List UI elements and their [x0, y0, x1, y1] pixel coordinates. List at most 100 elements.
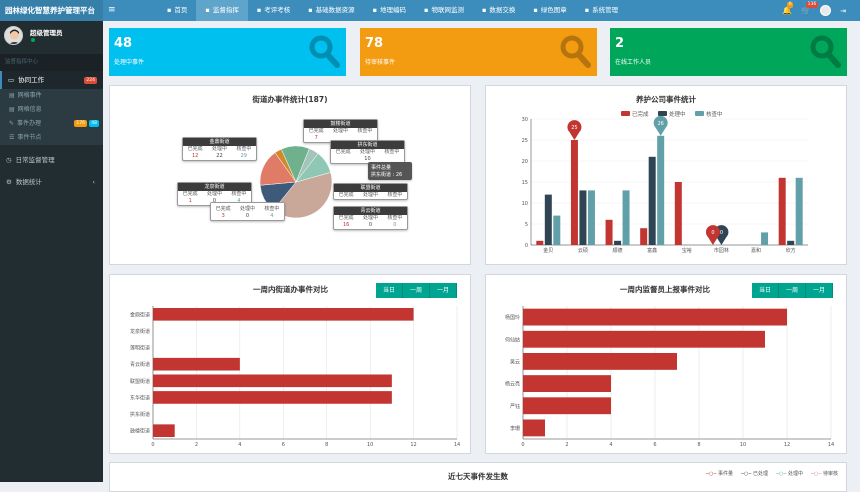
month-button[interactable]: 一月: [806, 283, 834, 298]
legend-item[interactable]: ─○─ 待审核: [811, 471, 838, 477]
bell-icon[interactable]: 🔔 6: [782, 2, 794, 15]
sidebar-item-daily-supervision[interactable]: ◷ 日常监督管理: [0, 151, 103, 169]
legend-item[interactable]: ─○─ 事件量: [706, 471, 733, 477]
tooltip-value: 3: [221, 213, 225, 219]
nav-item-5[interactable]: ▪ 物联网监测: [415, 0, 473, 21]
tooltip-cols: 已完成 处理中 核查中: [211, 206, 284, 213]
bar: [570, 140, 578, 245]
month-button[interactable]: 一月: [430, 283, 458, 298]
tooltip-value: 0: [368, 222, 373, 228]
tooltip-title: 鼓楼街道: [304, 120, 377, 128]
marker-pin: [653, 115, 668, 136]
tooltip-values: 1 0 4: [178, 198, 251, 205]
bar: [674, 182, 682, 245]
sidebar-sub-grid-info[interactable]: ▤ 网格信息: [0, 103, 103, 117]
file-icon: ▤: [9, 92, 15, 99]
sidebar-sub-label: 事件节点: [17, 134, 42, 141]
nav-label: 考评考核: [264, 6, 291, 14]
bar: [579, 190, 587, 245]
search-icon: [309, 35, 340, 68]
brand-logo[interactable]: 园林绿化智慧养护管理平台: [0, 0, 103, 21]
tooltip-col: 已完成: [338, 215, 354, 221]
logout-icon[interactable]: ⇥: [840, 6, 846, 15]
y-tick-label: 莲明街道: [130, 345, 150, 352]
nav-item-2[interactable]: ▪ 考评考核: [248, 0, 299, 21]
street-events-pie-chart[interactable]: [110, 86, 472, 266]
tooltip-col: 核查中: [357, 128, 373, 134]
today-button[interactable]: 当日: [376, 283, 404, 298]
info-card-online[interactable]: 2 在线工作人员: [610, 28, 847, 76]
marker-label: 25: [571, 125, 577, 131]
user-name: 超级管理员: [30, 29, 63, 37]
street-tooltip: 联盟街道 已完成 处理中 核查中: [333, 183, 408, 200]
search-icon: [810, 35, 841, 68]
marker-label: 0: [711, 230, 714, 236]
y-tick-label: 拱东街道: [130, 411, 150, 418]
user-avatar-icon[interactable]: [820, 5, 832, 16]
nav-item-1[interactable]: ▪ 监督指挥: [196, 0, 248, 21]
sidebar-sub-event-nodes[interactable]: ☰ 事件节点: [0, 131, 103, 145]
cart-icon[interactable]: 🛒 136: [801, 2, 818, 15]
bar: [153, 307, 414, 321]
nav-item-3[interactable]: ▪ 基础数据资源: [299, 0, 363, 21]
panel-title: 一周内街道办事件对比: [253, 285, 328, 294]
tooltip-col: 处理中: [332, 128, 348, 134]
laptop-icon: ▭: [8, 76, 15, 84]
x-tick-label: 12: [410, 442, 416, 448]
y-tick-label: 杨云亮: [505, 381, 520, 388]
street-week-bar-chart[interactable]: 0 2 4 6 8 10 12 14 金鼎街道龙泉街道莲明街道青云街道联盟街道东华街道拱东街道鼓…: [110, 275, 472, 455]
tooltip-value: 12: [191, 153, 199, 159]
nav-item-4[interactable]: ▪ 地理编码: [364, 0, 415, 21]
y-tick-label: 东华街道: [130, 394, 150, 401]
tooltip-cols: 已完成 处理中 核查中: [331, 149, 404, 156]
tooltip-value: 0: [245, 213, 250, 219]
badge-pending: 176: [74, 120, 87, 127]
nav-item-6[interactable]: ▪ 数据交换: [473, 0, 524, 21]
sidebar-item-label: 日常监督管理: [15, 156, 55, 164]
legend-item[interactable]: ─○─ 处理中: [776, 471, 803, 477]
tooltip-col: 处理中: [211, 146, 227, 152]
nav-label: 地理编码: [380, 6, 407, 14]
tooltip-col: 已完成: [215, 206, 231, 212]
sidebar-item-cowork[interactable]: ▭ 协同工作 224: [0, 71, 103, 89]
x-tick-label: 6: [282, 442, 285, 448]
sidebar-item-statistics[interactable]: ⚙ 数据统计 ‹: [0, 173, 103, 191]
legend-item[interactable]: ─○─ 已处理: [741, 471, 768, 477]
legend-label: 事件量: [717, 471, 733, 477]
company-events-bar-chart[interactable]: 已完成 处理中 核查中 0 5 10 15 20 25 30 金贝 云硕 顺德 富鑫 宝裕 市园林 嘉和 欣方 25…: [486, 86, 848, 266]
sidebar-badge: 224: [84, 77, 97, 84]
tooltip-col: 处理中: [362, 192, 378, 198]
exchange-icon: ▪: [533, 6, 538, 14]
week-button[interactable]: 一周: [779, 283, 807, 298]
today-button[interactable]: 当日: [752, 283, 780, 298]
y-tick-label: 15: [522, 180, 528, 186]
search-icon: [560, 35, 591, 68]
y-tick-label: 30: [522, 117, 528, 123]
marker-pin: [705, 225, 720, 245]
bar: [795, 177, 803, 245]
bar: [648, 156, 656, 245]
nav-item-8[interactable]: ▪ 系统管理: [576, 0, 627, 21]
info-card-processing[interactable]: 48 处理中事件: [109, 28, 346, 76]
tooltip-col: 已完成: [187, 146, 203, 152]
hover-title: 事件总量: [371, 165, 392, 171]
sidebar-sub-event-handling[interactable]: ✎ 事件办理 176 48: [0, 117, 103, 131]
sidebar-sub-grid-events[interactable]: ▤ 网格事件: [0, 89, 103, 103]
nav-item-7[interactable]: ▪ 绿色图章: [524, 0, 575, 21]
sidebar-toggle-icon[interactable]: ≡: [108, 5, 116, 15]
nav-item-0[interactable]: ▪ 首页: [158, 0, 196, 21]
panel-title: 近七天事件发生数: [448, 472, 508, 481]
info-card-review[interactable]: 78 待审核事件: [360, 28, 597, 76]
bar: [622, 190, 630, 245]
tooltip-cols: 已完成 处理中 核查中: [178, 191, 251, 198]
tooltip-values: 3 0 4: [211, 213, 284, 220]
legend-swatch: [695, 111, 704, 116]
bar: [523, 419, 545, 437]
seven-days-legend: ─○─ 事件量 ─○─ 已处理 ─○─ 处理中 ─○─ 待审核: [706, 470, 838, 477]
week-button[interactable]: 一周: [403, 283, 431, 298]
bar: [153, 357, 240, 371]
sidebar-sub-label: 网格信息: [17, 106, 42, 113]
marker-label: 26: [658, 121, 664, 127]
y-tick-label: 严钰: [510, 403, 520, 410]
